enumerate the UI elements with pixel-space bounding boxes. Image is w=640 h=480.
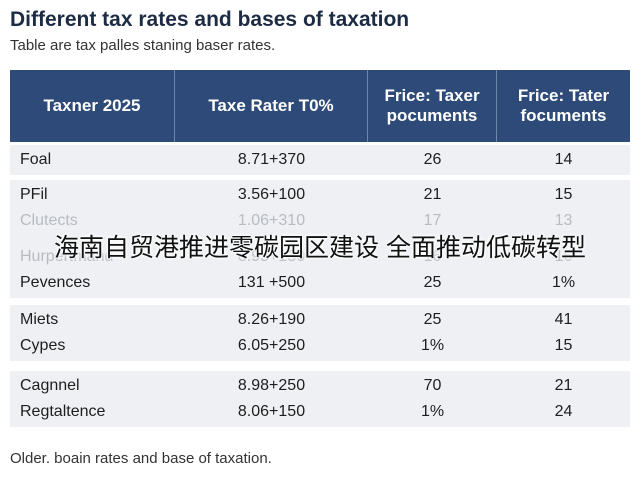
cell: Foal [20,151,52,168]
title: Different tax rates and bases of taxatio… [10,8,410,31]
cell: Pevences [20,274,91,291]
cell: 25 [423,274,442,291]
cell: 16 [554,248,573,265]
cell: 8.98+250 [237,377,306,394]
cell: 70 [423,377,442,394]
cell: Cypes [20,337,66,354]
cell: 1% [420,337,445,354]
row-group [10,145,630,175]
cell: Clutects [20,212,78,229]
cell: 8.95+130 [237,248,306,265]
cell: Miets [20,311,59,328]
column-header: Frice: Taxer pocuments [368,70,497,142]
cell: 8.26+190 [237,311,306,328]
row-group [10,371,630,427]
column-header: Taxe Rater T0% [175,70,368,142]
cell: 17 [423,212,442,229]
cell: Hurpertmand [20,248,114,265]
cell: 15 [554,337,573,354]
cell: 21 [423,186,442,203]
cell: 13 [554,212,573,229]
cell: 6.05+250 [237,337,306,354]
cell: Regtaltence [20,403,106,420]
cell: PFil [20,186,48,203]
table-header: Taxner 2025 Taxe Rater T0% Frice: Taxer po… [10,70,630,142]
cell: 8.06+150 [237,403,306,420]
cell: 24 [554,403,573,420]
overlay-caption: 海南自贸港推进零碳园区建设 全面推动低碳转型 [54,234,586,262]
cell: 131 +500 [237,274,306,291]
cell: 1.06+310 [237,212,306,229]
cell: 15 [554,186,573,203]
cell: 16 [423,248,442,265]
row-group [10,305,630,361]
cell: 21 [554,377,573,394]
cell: 41 [554,311,573,328]
cell: 26 [423,151,442,168]
row-group [10,180,630,298]
column-header: Taxner 2025 [10,70,175,142]
column-header: Frice: Tater focuments [517,86,610,125]
cell: 25 [423,311,442,328]
cell: 1% [551,274,576,291]
cell: 8.71+370 [237,151,306,168]
subtitle: Table are tax palles staning baser rates… [10,37,276,54]
footer: Older. boain rates and base of taxation. [10,450,272,467]
cell: 1% [420,403,445,420]
cell: Cagnnel [20,377,80,394]
cell: 3.56+100 [237,186,306,203]
cell: 14 [554,151,573,168]
